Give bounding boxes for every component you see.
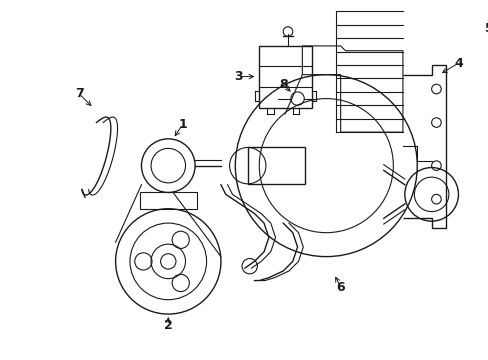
Text: 5: 5: [484, 22, 488, 35]
Text: 8: 8: [278, 78, 287, 91]
Text: 1: 1: [178, 118, 186, 131]
Text: 4: 4: [453, 57, 462, 70]
Text: 3: 3: [233, 70, 242, 83]
Bar: [247, 148, 305, 184]
Text: 2: 2: [163, 319, 172, 332]
Bar: [259, 46, 311, 108]
Text: 6: 6: [336, 281, 344, 294]
Text: 7: 7: [75, 87, 83, 100]
